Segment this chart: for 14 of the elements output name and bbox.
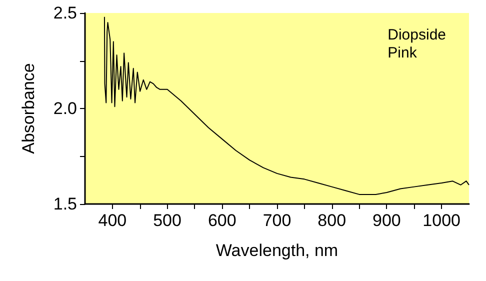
x-axis-title: Wavelength, nm bbox=[216, 241, 338, 260]
x-tick-label: 500 bbox=[153, 211, 182, 230]
x-tick-label: 900 bbox=[372, 211, 401, 230]
x-tick-label: 800 bbox=[318, 211, 346, 230]
x-tick-label: 1000 bbox=[422, 211, 460, 230]
x-tick-label: 400 bbox=[98, 211, 127, 230]
y-tick-label: 1.5 bbox=[53, 194, 77, 214]
x-tick-label: 600 bbox=[208, 211, 236, 230]
y-axis-title: Absorbance bbox=[19, 63, 38, 154]
x-tick-label: 700 bbox=[262, 211, 292, 230]
y-tick-label: 2.0 bbox=[53, 99, 77, 118]
annotation: Diopside Pink bbox=[388, 26, 446, 62]
y-tick-label: 2.5 bbox=[53, 4, 77, 22]
line-series bbox=[104, 16, 470, 195]
